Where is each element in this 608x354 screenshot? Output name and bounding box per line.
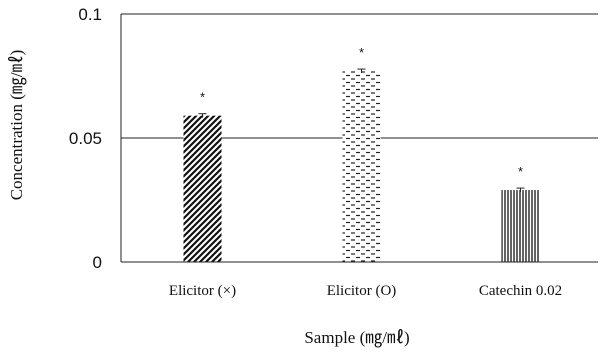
x-tick-label: Elicitor (O)	[327, 283, 397, 299]
bars: * * *	[183, 45, 540, 263]
x-tick-label: Catechin 0.02	[479, 283, 562, 299]
y-tick-label: 0.1	[78, 5, 102, 24]
y-tick-label: 0	[93, 253, 102, 272]
error-bar-1	[198, 113, 207, 118]
y-axis-title: Concentration (㎎/㎖)	[7, 50, 27, 201]
error-bar-2	[357, 68, 366, 74]
bar-1	[183, 115, 222, 263]
significance-marker: *	[200, 90, 205, 105]
significance-marker: *	[359, 45, 364, 60]
bar-3	[501, 190, 540, 262]
x-axis-title: Sample (㎎/㎖)	[304, 328, 409, 348]
y-tick-label: 0.05	[69, 129, 102, 148]
bar-2	[342, 71, 381, 262]
x-tick-label: Elicitor (×)	[169, 283, 236, 299]
significance-marker: *	[518, 164, 523, 179]
error-bar-3	[516, 187, 525, 193]
x-tick-labels: Elicitor (×) Elicitor (O) Catechin 0.02	[169, 283, 562, 299]
y-tick-labels: 0 0.05 0.1	[69, 5, 102, 272]
